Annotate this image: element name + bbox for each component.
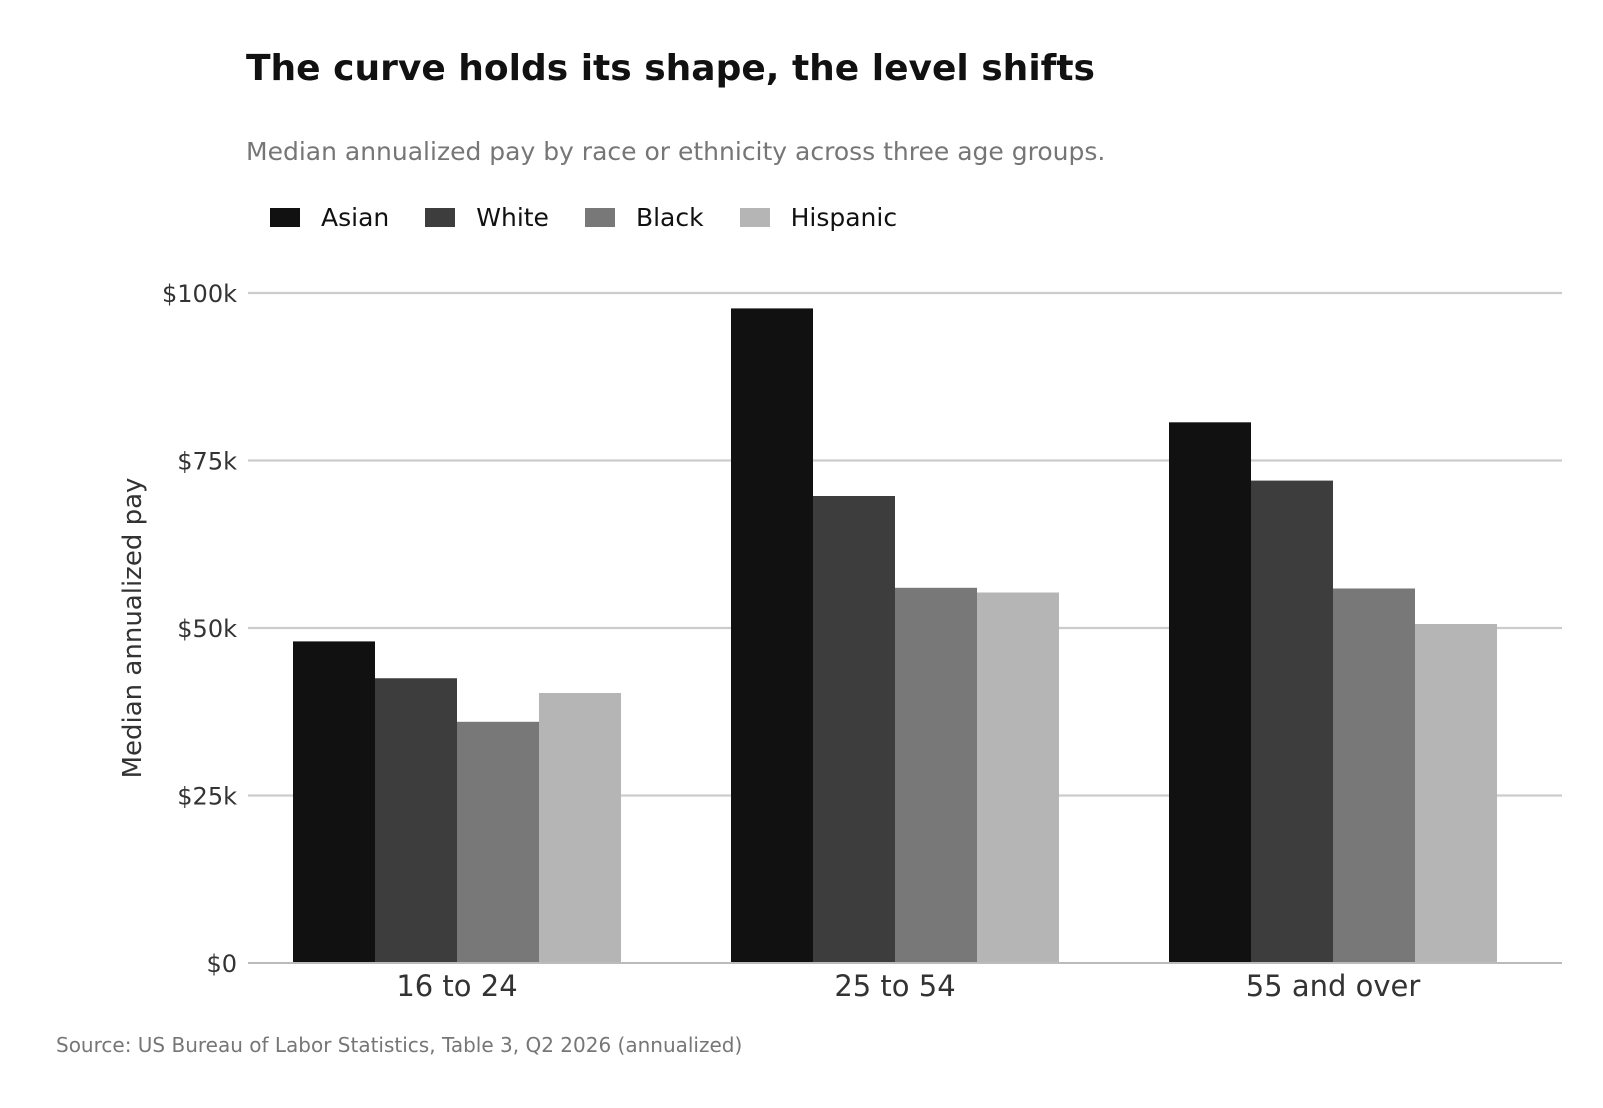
y-axis-label: Median annualized pay — [118, 478, 148, 779]
legend-swatch — [584, 208, 615, 227]
legend-item-asian: Asian — [270, 203, 389, 232]
bar-black — [1333, 588, 1415, 963]
legend-item-white: White — [425, 203, 549, 232]
bar-white — [813, 496, 895, 963]
legend-swatch — [425, 208, 456, 227]
y-tick-label: $0 — [206, 950, 237, 978]
bar-hispanic — [1415, 623, 1497, 963]
legend-item-hispanic: Hispanic — [739, 203, 898, 232]
legend-label: White — [476, 203, 549, 232]
chart-title: The curve holds its shape, the level shi… — [246, 48, 1095, 89]
bar-black — [457, 721, 539, 963]
x-tick-label: 16 to 24 — [396, 969, 517, 1003]
y-tick-label: $100k — [162, 280, 237, 308]
legend: Asian White Black Hispanic — [270, 203, 933, 232]
legend-item-black: Black — [584, 203, 704, 232]
legend-label: Black — [635, 203, 704, 232]
chart-subtitle: Median annualized pay by race or ethnici… — [246, 137, 1106, 166]
bar-hispanic — [977, 592, 1059, 963]
y-tick-label: $25k — [177, 783, 237, 811]
legend-swatch — [739, 208, 770, 227]
x-tick-label: 25 to 54 — [834, 969, 955, 1003]
bar-white — [375, 678, 457, 963]
bar-asian — [731, 308, 813, 963]
source-note: Source: US Bureau of Labor Statistics, T… — [56, 1033, 743, 1057]
bar-white — [1251, 480, 1333, 963]
bar-black — [895, 587, 977, 963]
bar-asian — [293, 641, 375, 963]
x-tick-label: 55 and over — [1246, 969, 1421, 1003]
bar-asian — [1169, 422, 1251, 963]
legend-label: Hispanic — [790, 203, 898, 232]
bar-hispanic — [539, 692, 621, 963]
legend-label: Asian — [321, 203, 390, 232]
y-tick-label: $75k — [177, 448, 237, 476]
y-tick-label: $50k — [177, 615, 237, 643]
legend-swatch — [270, 208, 300, 227]
